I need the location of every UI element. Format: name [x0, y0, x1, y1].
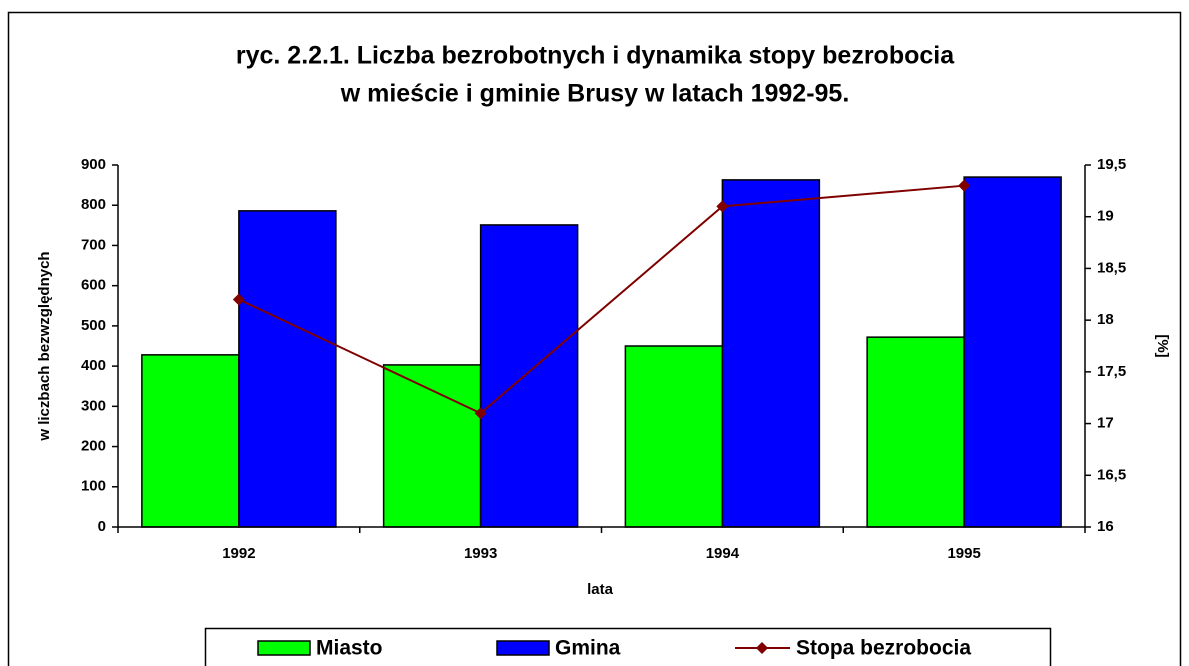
bar [141, 354, 240, 528]
y2-tick-label: 17,5 [1097, 363, 1126, 380]
y2-tick-label: 16,5 [1097, 466, 1126, 483]
bar [866, 336, 965, 528]
bar [238, 210, 337, 528]
x-tick-label: 1992 [222, 545, 255, 562]
y-tick-label: 0 [98, 518, 106, 535]
x-axis-label: lata [587, 581, 614, 598]
y-axis-label: w liczbach bezwzględnych [36, 251, 53, 441]
y-tick-label: 500 [81, 317, 106, 334]
y-tick-label: 600 [81, 277, 106, 294]
y-tick-label: 100 [81, 478, 106, 495]
y-tick-label: 700 [81, 236, 106, 253]
legend-swatch [496, 640, 550, 656]
y2-tick-label: 16 [1097, 518, 1114, 535]
legend-box [204, 627, 1052, 666]
y2-tick-label: 17 [1097, 415, 1114, 432]
legend-label: Miasto [316, 637, 383, 660]
x-tick-label: 1993 [464, 545, 497, 562]
x-tick-label: 1994 [706, 545, 740, 562]
bar [624, 345, 724, 528]
legend-label: Gmina [555, 637, 621, 660]
y-tick-label: 300 [81, 397, 106, 414]
line-series [238, 184, 965, 415]
line-marker [474, 407, 487, 420]
bar [721, 179, 821, 528]
x-tick-label: 1995 [947, 545, 980, 562]
chart-title: ryc. 2.2.1. Liczba bezrobotnych i dynami… [236, 42, 955, 70]
legend-label: Stopa bezrobocia [796, 637, 971, 660]
y-tick-label: 900 [81, 156, 106, 173]
chart-title: w mieście i gminie Brusy w latach 1992-9… [340, 80, 850, 108]
line-marker [958, 179, 971, 192]
bar [479, 224, 579, 528]
y-tick-label: 400 [81, 357, 106, 374]
y2-axis-label: [%] [1154, 334, 1171, 357]
legend-swatch [257, 640, 311, 656]
legend-marker [756, 642, 768, 654]
y2-tick-label: 19,5 [1097, 156, 1126, 173]
y-tick-label: 800 [81, 196, 106, 213]
bar [382, 364, 482, 528]
line-marker [232, 293, 245, 306]
bar [963, 176, 1062, 528]
y-tick-label: 200 [81, 438, 106, 455]
y2-tick-label: 18,5 [1097, 259, 1126, 276]
line-marker [716, 200, 729, 213]
y2-tick-label: 18 [1097, 311, 1114, 328]
y2-tick-label: 19 [1097, 208, 1114, 225]
